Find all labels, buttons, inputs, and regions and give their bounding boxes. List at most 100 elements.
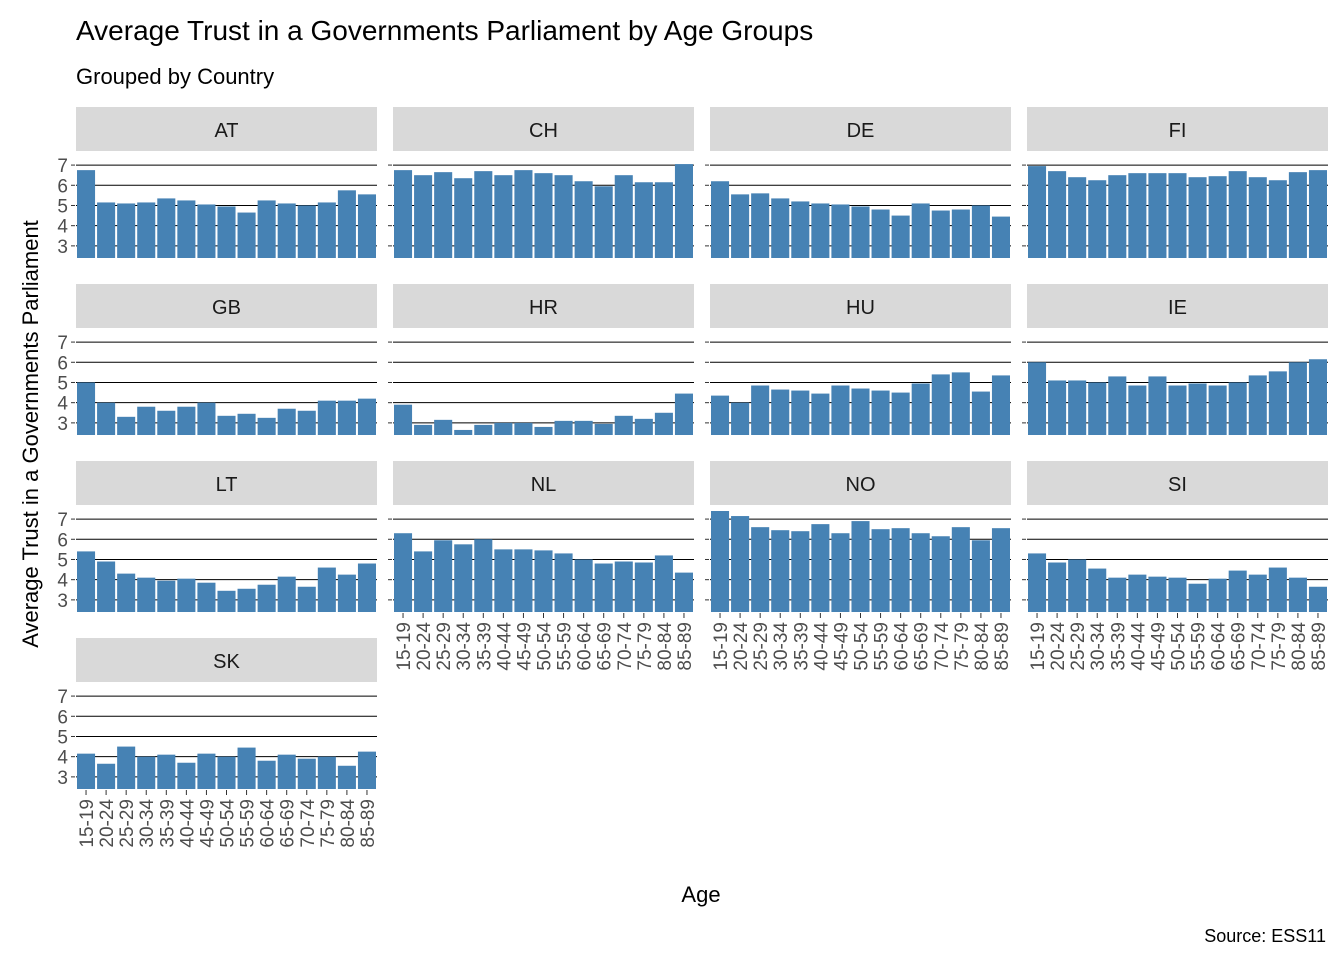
bar-de-15-19 [711,181,730,258]
bar-hr-30-34 [454,429,473,435]
bar-nl-20-24 [414,551,433,612]
x-tick-label: 20-24 [1048,622,1069,671]
bar-sk-65-69 [277,754,296,789]
bar-gb-60-64 [257,417,276,435]
bar-nl-80-84 [654,555,673,612]
x-tick-label: 20-24 [414,622,435,671]
bar-fi-50-54 [1168,173,1187,258]
bar-ch-85-89 [674,164,693,258]
bar-no-40-44 [811,524,830,612]
bar-at-55-59 [237,212,256,258]
bar-hu-65-69 [911,383,930,435]
bar-lt-60-64 [257,584,276,612]
facet-strip [393,284,694,328]
bar-si-25-29 [1068,559,1087,612]
bar-ie-75-79 [1268,371,1287,435]
x-tick-label: 45-49 [514,622,535,671]
bar-gb-45-49 [197,402,216,435]
bar-hu-60-64 [891,392,910,435]
bar-sk-45-49 [197,753,216,789]
bar-si-75-79 [1268,567,1287,612]
x-tick-label: 15-19 [394,622,415,671]
x-tick-label: 50-54 [1169,622,1190,671]
x-tick-label: 45-49 [831,622,852,671]
x-tick-label: 75-79 [952,622,973,671]
x-tick-label: 80-84 [1289,622,1310,671]
bar-lt-70-74 [297,586,316,612]
x-tick-label: 55-59 [872,622,893,671]
bar-at-45-49 [197,204,216,258]
bar-sk-80-84 [337,765,356,789]
source-caption: Source: ESS11 [1204,926,1326,946]
bar-at-70-74 [297,205,316,258]
bar-no-70-74 [931,536,950,612]
x-tick-label: 25-29 [434,622,455,671]
y-tick-label: 5 [57,550,68,571]
bar-fi-65-69 [1228,171,1247,258]
x-tick-label: 35-39 [157,799,178,848]
x-tick-label: 80-84 [338,799,359,848]
bar-de-65-69 [911,203,930,258]
bar-gb-80-84 [337,400,356,435]
bar-lt-75-79 [317,567,336,612]
x-tick-label: 45-49 [197,799,218,848]
x-tick-label: 85-89 [358,799,379,848]
bar-sk-75-79 [317,756,336,789]
bar-de-70-74 [931,210,950,258]
x-tick-label: 80-84 [655,622,676,671]
x-tick-label: 60-64 [575,622,596,671]
bar-lt-15-19 [77,551,96,612]
x-tick-label: 70-74 [298,799,319,848]
x-tick-label: 15-19 [1028,622,1049,671]
bar-de-40-44 [811,203,830,258]
x-tick-label: 20-24 [97,799,118,848]
bar-at-15-19 [77,170,96,258]
bar-hr-25-29 [434,419,453,435]
bar-ch-50-54 [534,173,553,258]
bar-no-25-29 [751,527,770,612]
bar-ie-85-89 [1308,359,1327,435]
bar-si-70-74 [1248,574,1267,612]
bar-fi-55-59 [1188,177,1207,258]
bar-de-25-29 [751,193,770,258]
bar-hr-20-24 [414,424,433,435]
facet-strip [710,284,1011,328]
bar-gb-30-34 [137,406,156,435]
bar-nl-50-54 [534,550,553,612]
bar-si-85-89 [1308,586,1327,612]
bar-ie-30-34 [1088,382,1107,435]
x-tick-label: 30-34 [137,799,158,848]
facet-label: CH [529,120,558,142]
bar-hu-50-54 [851,388,870,435]
facet-label: HU [846,297,875,319]
facet-label: SK [213,651,240,673]
x-tick-label: 55-59 [1189,622,1210,671]
bar-si-60-64 [1208,578,1227,612]
bar-gb-55-59 [237,413,256,435]
x-tick-label: 70-74 [932,622,953,671]
bar-no-75-79 [951,527,970,612]
bar-at-80-84 [337,190,356,258]
bar-ie-50-54 [1168,385,1187,435]
x-tick-label: 85-89 [992,622,1013,671]
bar-ie-15-19 [1028,362,1047,435]
bar-hr-55-59 [554,420,573,435]
bar-fi-20-24 [1048,171,1067,258]
x-tick-label: 70-74 [1249,622,1270,671]
x-tick-label: 80-84 [972,622,993,671]
x-tick-label: 85-89 [1309,622,1330,671]
bar-at-50-54 [217,206,236,258]
bar-gb-20-24 [97,402,116,435]
panel-hu: HU [705,284,1011,435]
x-tick-label: 35-39 [791,622,812,671]
y-tick-label: 7 [57,156,68,177]
bar-de-80-84 [971,205,990,258]
bar-hr-50-54 [534,426,553,435]
bar-hu-70-74 [931,374,950,435]
bar-nl-60-64 [574,559,593,612]
bar-lt-30-34 [137,577,156,612]
